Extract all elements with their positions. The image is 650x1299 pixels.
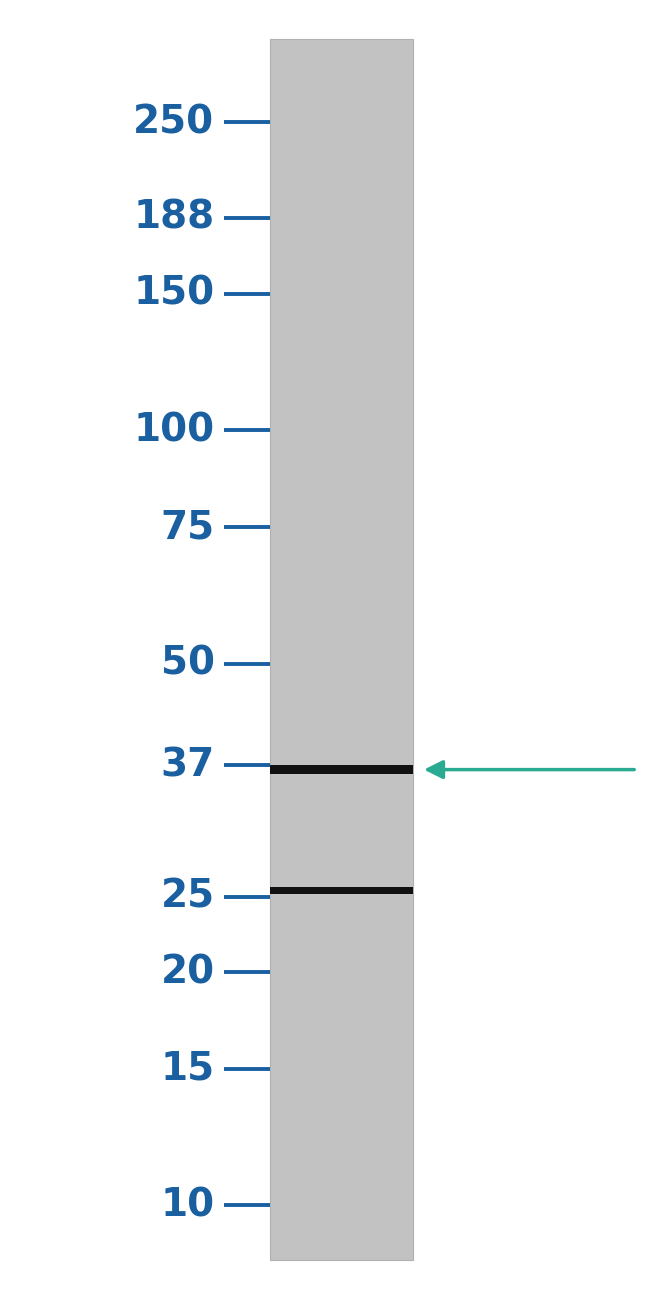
Text: 188: 188 (133, 199, 214, 236)
Text: 250: 250 (133, 103, 214, 142)
Text: 50: 50 (161, 644, 215, 683)
Text: 75: 75 (161, 508, 215, 547)
Text: 150: 150 (133, 275, 214, 313)
Text: 100: 100 (133, 412, 214, 449)
Bar (270, 887, 413, 894)
Text: 25: 25 (161, 878, 215, 916)
Text: 37: 37 (161, 746, 215, 785)
Bar (270, 39, 413, 1260)
Bar (270, 765, 413, 774)
Text: 20: 20 (161, 953, 215, 991)
Text: 10: 10 (161, 1186, 215, 1225)
Text: 15: 15 (161, 1050, 215, 1087)
